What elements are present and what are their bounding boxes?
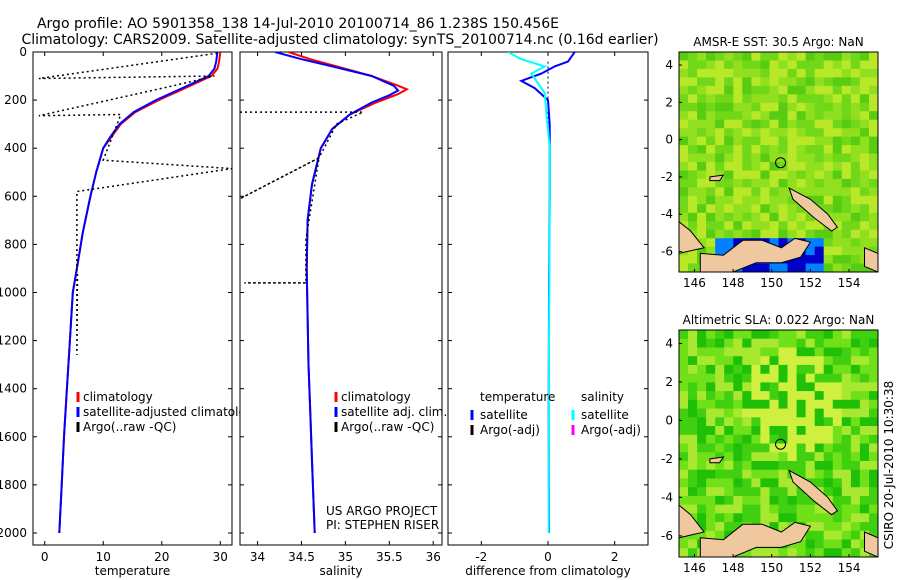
map-xtick-label: 152 <box>799 561 822 575</box>
map-ytick-label: -6 <box>661 529 673 543</box>
land-outline <box>709 174 725 182</box>
depth-tick-label: 600 <box>4 189 27 203</box>
map-ytick-label: 0 <box>665 133 673 147</box>
land-outline <box>679 221 705 254</box>
sst_map-frame <box>678 51 879 273</box>
depth-tick-label: 1600 <box>0 430 27 444</box>
land-outline <box>864 247 878 272</box>
salinity-xtick-label: 34 <box>250 550 265 564</box>
temperature-xtick-label: 30 <box>213 550 228 564</box>
temperature-axes-box <box>32 51 233 546</box>
map-xtick-label: 146 <box>683 561 706 575</box>
timestamp-label: CSIRO 20-Jul-2010 10:30:38 <box>882 381 896 549</box>
header-line-2: Climatology: CARS2009. Satellite-adjuste… <box>21 32 658 48</box>
difference-legend-label: Argo(-adj) <box>480 423 540 437</box>
temperature-series-argo-raw-qc- <box>38 52 232 356</box>
map-ytick-label: -2 <box>661 170 673 184</box>
depth-tick-label: 200 <box>4 93 27 107</box>
salinity-series-satellite-adj-clim- <box>274 52 400 534</box>
sla-map: 146 148 150 152 154 4 2 0 -2 -4 -6 Altimetric SLA: … <box>661 313 879 575</box>
land-outline <box>788 469 839 516</box>
temperature-legend-label: climatology <box>83 390 153 404</box>
map-xtick-label: 152 <box>799 276 822 290</box>
depth-tick-label: 1400 <box>0 382 27 396</box>
header-line-1: Argo profile: AO 5901358_138 14-Jul-2010… <box>37 16 559 32</box>
salinity-series-argo-raw-qc- <box>240 111 364 284</box>
land-outline <box>709 456 725 464</box>
land-outline <box>699 521 812 557</box>
legend-group-title: salinity <box>581 390 624 404</box>
salinity-panel: 34 34.5 35 35.5 36 salinity climatologysatelli… <box>239 51 447 578</box>
land-outline <box>679 504 705 539</box>
land-outline <box>699 237 812 272</box>
map-xtick-label: 154 <box>838 276 861 290</box>
salinity-legend-label: satellite adj. clim. <box>341 405 447 419</box>
map-ytick-label: 4 <box>665 58 673 72</box>
temperature-xtick-label: 0 <box>41 550 49 564</box>
argo-position-marker <box>775 438 787 450</box>
depth-tick-label: 1800 <box>0 478 27 492</box>
salinity-legend-label: climatology <box>341 390 411 404</box>
depth-tick-label: 0 <box>19 45 27 59</box>
salinity-xtick-label: 34.5 <box>288 550 315 564</box>
map-ytick-label: -2 <box>661 452 673 466</box>
map-ytick-label: 2 <box>665 95 673 109</box>
salinity-xtick-label: 35 <box>338 550 353 564</box>
difference-xtick-label: -2 <box>475 550 487 564</box>
temperature-legend-label: satellite-adjusted climatology <box>83 405 261 419</box>
project-annotation: PI: STEPHEN RISER <box>326 518 439 532</box>
temperature-xtick-label: 20 <box>154 550 169 564</box>
difference-series-salinity-satellite <box>507 52 551 534</box>
sla_map-frame <box>678 329 879 558</box>
map-ytick-label: 4 <box>665 336 673 350</box>
depth-tick-label: 400 <box>4 141 27 155</box>
sst-map: 146 148 150 152 154 4 2 0 -2 -4 -6 AMSR-E SST: 30.5… <box>661 35 879 290</box>
map-ytick-label: -6 <box>661 244 673 258</box>
project-annotation: US ARGO PROJECT <box>326 504 438 518</box>
map-ytick-label: 0 <box>665 413 673 427</box>
salinity-axes-box <box>239 51 443 546</box>
salinity-xlabel: salinity <box>319 564 362 578</box>
sst_map-cells <box>679 52 878 272</box>
map-xtick-label: 150 <box>760 561 783 575</box>
temperature-xlabel: temperature <box>95 564 170 578</box>
difference-legend-label: satellite <box>480 408 528 422</box>
map-ytick-label: 2 <box>665 375 673 389</box>
map-xtick-label: 150 <box>760 276 783 290</box>
map-xtick-label: 148 <box>722 561 745 575</box>
temperature-panel: 0 10 20 30 0 200 400 600 800 1000 1200 1400 1600 1800… <box>0 45 261 578</box>
sla_map-title: Altimetric SLA: 0.022 Argo: NaN <box>683 313 875 327</box>
difference-xtick-label: 2 <box>611 550 619 564</box>
legend-group-title: temperature <box>480 390 555 404</box>
depth-tick-label: 1000 <box>0 285 27 299</box>
map-xtick-label: 148 <box>722 276 745 290</box>
difference-legend-label: satellite <box>581 408 629 422</box>
difference-legend-label: Argo(-adj) <box>581 423 641 437</box>
map-ytick-label: -4 <box>661 207 673 221</box>
difference-xlabel: difference from climatology <box>465 564 631 578</box>
salinity-xtick-label: 36 <box>426 550 441 564</box>
map-xtick-label: 154 <box>838 561 861 575</box>
sst_map-title: AMSR-E SST: 30.5 Argo: NaN <box>693 35 863 49</box>
argo-position-marker <box>775 157 787 169</box>
sla_map-cells <box>679 330 878 557</box>
salinity-legend-label: Argo(..raw -QC) <box>341 420 434 434</box>
map-xtick-label: 146 <box>683 276 706 290</box>
map-ytick-label: -4 <box>661 490 673 504</box>
depth-tick-label: 800 <box>4 237 27 251</box>
temperature-xtick-label: 10 <box>96 550 111 564</box>
depth-tick-label: 1200 <box>0 334 27 348</box>
land-outline <box>864 531 878 557</box>
land-outline <box>788 187 839 232</box>
difference-xtick-label: 0 <box>544 550 552 564</box>
temperature-legend-label: Argo(..raw -QC) <box>83 420 176 434</box>
salinity-xtick-label: 35.5 <box>376 550 403 564</box>
depth-tick-label: 2000 <box>0 526 27 540</box>
